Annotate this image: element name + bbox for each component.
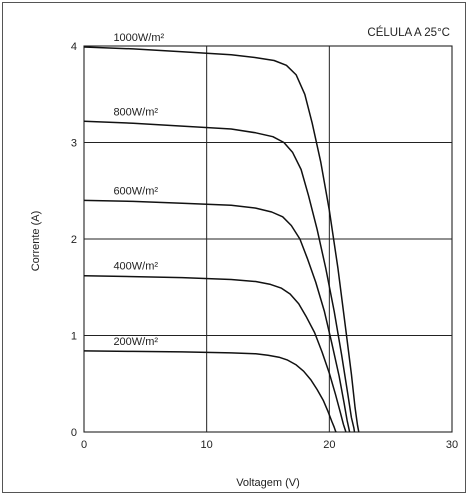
x-tick-label: 10: [201, 439, 213, 451]
series-label: 200W/m²: [113, 336, 158, 348]
y-tick-label: 2: [71, 234, 77, 246]
chart-frame: [2, 2, 466, 493]
series-label: 800W/m²: [113, 106, 158, 118]
y-axis-label: Corrente (A): [30, 211, 42, 272]
series-line: [83, 46, 360, 433]
x-tick-label: 0: [81, 439, 87, 451]
series-label: 1000W/m²: [113, 32, 164, 44]
y-tick-label: 0: [71, 427, 77, 439]
x-tick-label: 20: [323, 439, 335, 451]
chart-title: CÉLULA A 25°C: [367, 26, 450, 39]
series-line: [83, 350, 337, 433]
series-line: [83, 274, 347, 433]
series-label: 600W/m²: [113, 185, 158, 197]
x-axis-label: Voltagem (V): [236, 477, 300, 489]
x-tick-label: 30: [446, 439, 458, 451]
series-line: [83, 120, 356, 433]
y-tick-label: 4: [71, 41, 77, 53]
series-line: [83, 199, 351, 433]
y-tick-label: 3: [71, 138, 77, 150]
y-tick-label: 1: [71, 331, 77, 343]
series-label: 400W/m²: [113, 261, 158, 273]
